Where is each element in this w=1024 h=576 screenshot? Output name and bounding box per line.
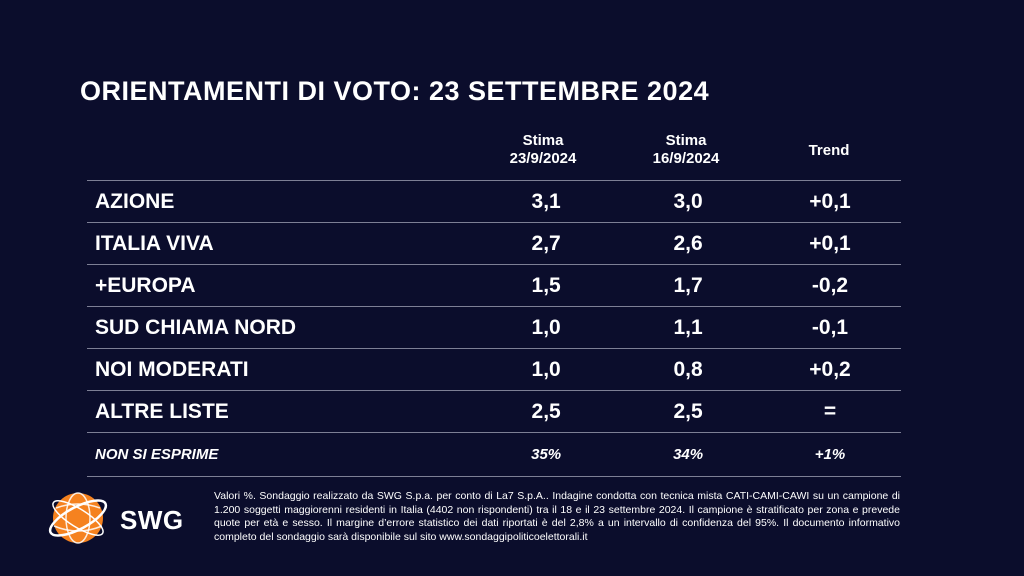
value-trend: +0,1	[809, 231, 851, 255]
column-header-previous: Stima 16/9/2024	[621, 132, 751, 168]
value-current: 1,5	[531, 273, 561, 297]
value-previous: 1,7	[673, 273, 703, 297]
table-row: SUD CHIAMA NORD 1,0 1,1 -0,1	[87, 307, 901, 349]
value-trend: +1%	[814, 446, 846, 463]
value-previous: 3,0	[673, 189, 703, 213]
party-name: NON SI ESPRIME	[95, 446, 219, 463]
table-row: NOI MODERATI 1,0 0,8 +0,2	[87, 349, 901, 391]
value-previous: 0,8	[673, 357, 703, 381]
table-row: ALTRE LISTE 2,5 2,5 =	[87, 391, 901, 433]
value-trend: -0,2	[811, 273, 849, 297]
value-current: 3,1	[531, 189, 561, 213]
column-header-line2: 23/9/2024	[509, 150, 577, 167]
methodology-footnote: Valori %. Sondaggio realizzato da SWG S.…	[214, 490, 900, 543]
swg-logo-text: SWG	[120, 505, 184, 535]
table-row: +EUROPA 1,5 1,7 -0,2	[87, 265, 901, 307]
column-header-line2: 16/9/2024	[652, 150, 720, 167]
value-trend: -0,1	[811, 315, 849, 339]
column-header-current: Stima 23/9/2024	[478, 132, 608, 168]
value-current: 35%	[531, 446, 562, 463]
swg-globe-icon	[48, 492, 108, 544]
table-row-undecided: NON SI ESPRIME 35% 34% +1%	[87, 433, 901, 477]
party-name: SUD CHIAMA NORD	[95, 315, 297, 339]
value-current: 1,0	[531, 357, 561, 381]
table-row: ITALIA VIVA 2,7 2,6 +0,1	[87, 223, 901, 265]
party-name: NOI MODERATI	[95, 357, 249, 381]
value-current: 2,5	[531, 399, 561, 423]
party-name: ITALIA VIVA	[95, 231, 214, 255]
value-previous: 1,1	[673, 315, 703, 339]
value-current: 2,7	[531, 231, 561, 255]
column-header-line1: Stima	[665, 132, 707, 149]
party-name: ALTRE LISTE	[95, 399, 229, 423]
column-header-trend: Trend	[764, 142, 894, 160]
value-previous: 2,5	[673, 399, 703, 423]
column-header-line1: Stima	[522, 132, 564, 149]
results-table: AZIONE 3,1 3,0 +0,1 ITALIA VIVA 2,7 2,6 …	[87, 180, 901, 477]
value-current: 1,0	[531, 315, 561, 339]
column-header-line1: Trend	[808, 142, 850, 159]
value-trend: +0,2	[809, 357, 851, 381]
value-trend: =	[823, 399, 837, 423]
value-trend: +0,1	[809, 189, 851, 213]
party-name: +EUROPA	[95, 273, 196, 297]
page-title: ORIENTAMENTI DI VOTO: 23 SETTEMBRE 2024	[80, 76, 710, 106]
value-previous: 34%	[673, 446, 704, 463]
value-previous: 2,6	[673, 231, 703, 255]
table-row: AZIONE 3,1 3,0 +0,1	[87, 181, 901, 223]
party-name: AZIONE	[95, 189, 175, 213]
